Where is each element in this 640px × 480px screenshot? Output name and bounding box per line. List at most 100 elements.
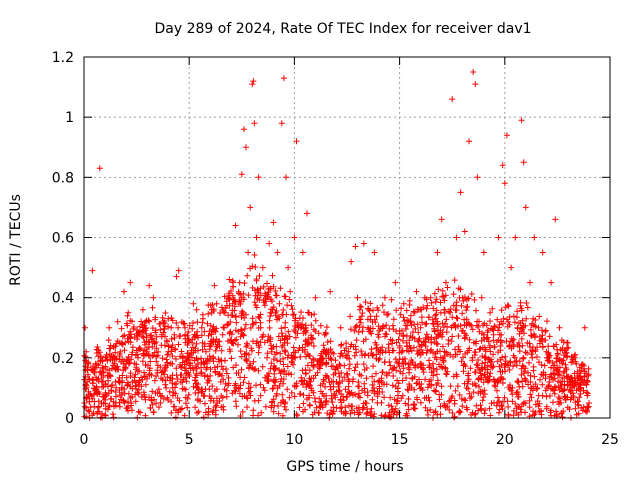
data-point <box>137 409 144 416</box>
data-point <box>275 313 281 320</box>
data-point <box>518 305 525 312</box>
data-point <box>496 331 503 338</box>
data-point <box>185 328 192 335</box>
data-point <box>499 376 506 383</box>
data-point <box>179 364 185 371</box>
data-point <box>373 313 380 320</box>
data-point <box>525 369 531 376</box>
data-point <box>127 328 134 335</box>
data-point <box>452 387 459 394</box>
data-point <box>518 365 525 372</box>
data-point <box>310 362 316 369</box>
data-point <box>577 390 584 397</box>
data-point <box>253 276 260 283</box>
data-point <box>558 337 565 344</box>
data-point <box>233 403 240 410</box>
data-point <box>207 372 214 379</box>
data-point <box>109 411 116 418</box>
data-point <box>288 302 295 309</box>
data-point <box>120 397 127 404</box>
data-point <box>423 305 430 312</box>
data-point <box>192 380 199 387</box>
data-point <box>140 334 147 341</box>
data-point <box>335 383 342 390</box>
data-point <box>469 354 476 361</box>
data-point <box>563 366 570 373</box>
data-point <box>212 347 219 354</box>
data-point <box>410 308 417 315</box>
data-point <box>482 407 489 414</box>
data-point <box>439 287 446 294</box>
data-point <box>564 339 571 346</box>
data-point <box>154 369 161 376</box>
data-point <box>553 408 560 415</box>
data-point <box>165 348 172 355</box>
data-point <box>547 392 553 399</box>
data-point <box>575 410 582 417</box>
data-point <box>173 320 180 326</box>
data-point <box>250 358 257 365</box>
data-point <box>247 204 254 211</box>
data-point <box>381 309 387 316</box>
x-tick-label: 20 <box>496 432 514 448</box>
data-point <box>198 332 205 339</box>
data-point <box>464 406 471 413</box>
data-point <box>518 403 525 410</box>
data-point <box>203 366 210 373</box>
data-point <box>512 234 519 241</box>
data-point <box>400 332 407 339</box>
data-point <box>346 365 353 372</box>
data-point <box>428 376 434 383</box>
data-point <box>134 368 141 375</box>
data-point <box>257 324 264 331</box>
data-point <box>376 327 383 334</box>
data-point <box>397 311 404 318</box>
data-point <box>317 382 324 389</box>
data-point <box>190 300 197 307</box>
data-point <box>376 385 383 392</box>
data-point <box>235 385 242 392</box>
data-point <box>434 380 441 387</box>
data-point <box>218 357 225 364</box>
data-point <box>570 356 577 363</box>
data-point <box>112 343 119 350</box>
data-point <box>547 385 554 392</box>
data-point <box>129 344 136 351</box>
data-point <box>387 394 394 401</box>
data-point <box>441 297 448 304</box>
data-point <box>268 360 275 367</box>
data-point <box>291 383 298 390</box>
data-point <box>268 404 275 411</box>
data-point <box>362 400 369 406</box>
data-point <box>465 295 472 302</box>
data-point <box>425 411 431 418</box>
data-point <box>386 349 393 356</box>
data-point <box>489 364 496 371</box>
data-point <box>389 322 396 329</box>
data-point <box>322 383 329 390</box>
data-point <box>316 410 322 416</box>
data-point <box>519 355 526 362</box>
data-point <box>379 325 386 332</box>
data-point <box>157 364 164 371</box>
data-point <box>164 394 171 401</box>
data-point <box>348 258 355 265</box>
data-point <box>119 333 126 340</box>
data-point <box>228 312 235 319</box>
data-point <box>238 171 245 178</box>
data-point <box>558 410 565 416</box>
data-point <box>105 337 112 344</box>
data-point <box>145 317 152 324</box>
data-point <box>267 285 274 292</box>
data-point <box>320 342 327 349</box>
data-point <box>105 377 112 384</box>
data-point <box>135 408 142 415</box>
data-point <box>317 322 324 329</box>
data-point <box>288 358 295 365</box>
data-point <box>312 294 319 301</box>
data-point <box>505 362 512 369</box>
data-point <box>409 334 416 341</box>
data-point <box>306 309 312 316</box>
data-point <box>138 318 145 325</box>
data-point <box>342 386 349 393</box>
